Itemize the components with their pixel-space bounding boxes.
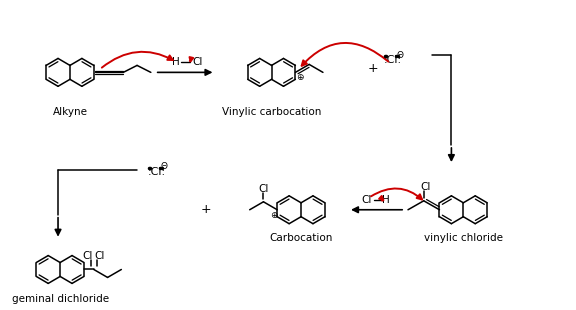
Text: Vinylic carbocation: Vinylic carbocation (222, 107, 321, 117)
Text: Carbocation: Carbocation (270, 232, 333, 243)
Text: H: H (382, 195, 391, 205)
Text: :Cl:: :Cl: (384, 55, 401, 65)
Text: +: + (367, 62, 378, 75)
Text: Cl: Cl (83, 250, 93, 260)
Text: geminal dichloride: geminal dichloride (12, 294, 109, 304)
Text: H: H (172, 57, 180, 67)
Text: vinylic chloride: vinylic chloride (424, 232, 503, 243)
Text: ⊕: ⊕ (271, 211, 278, 220)
Text: :Cl:: :Cl: (147, 167, 165, 177)
Text: Cl: Cl (420, 182, 431, 192)
Text: Θ: Θ (161, 162, 168, 171)
Text: +: + (200, 203, 211, 216)
Text: Cl: Cl (94, 250, 105, 260)
Text: Cl: Cl (192, 57, 202, 67)
Text: Cl: Cl (258, 184, 268, 194)
Text: Θ: Θ (397, 51, 404, 60)
Text: Cl: Cl (361, 195, 372, 205)
Text: Alkyne: Alkyne (52, 107, 88, 117)
Text: ⊕: ⊕ (297, 73, 304, 82)
